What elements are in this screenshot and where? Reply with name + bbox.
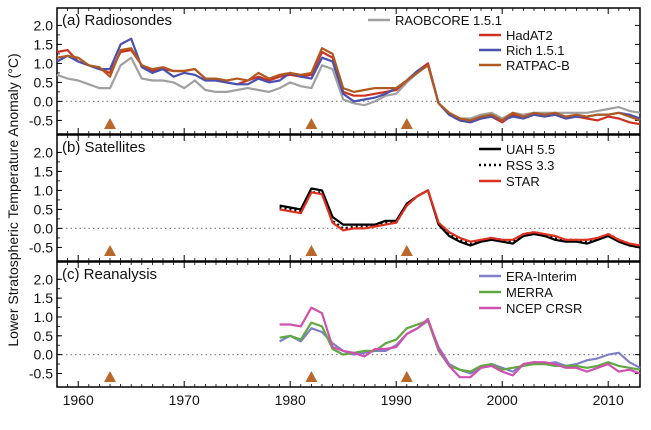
panel-title: (c) Reanalysis <box>62 266 157 283</box>
legend-label: ERA-Interim <box>506 269 577 284</box>
legend-label: RATPAC-B <box>506 58 570 73</box>
y-tick-label: 1.0 <box>34 182 54 198</box>
panel-title: (b) Satellites <box>62 139 145 156</box>
legend-label: RSS 3.3 <box>506 158 554 173</box>
eruption-marker <box>305 371 318 382</box>
x-tick-label: 1960 <box>63 392 94 408</box>
y-tick-label: 0.5 <box>34 201 54 217</box>
panel-b: -0.5 0.0 0.5 1.0 1.5 2.0 (b) Satellites UAH 5.5… <box>29 134 641 262</box>
eruption-marker <box>400 245 413 256</box>
y-tick-label: 0.0 <box>34 93 54 109</box>
panel-a: -0.5 0.0 0.5 1.0 1.5 2.0 (a) Radiosondes RAOBCO… <box>29 7 641 135</box>
eruption-marker <box>305 118 318 129</box>
x-tick-label: 1970 <box>169 392 200 408</box>
x-tick-label: 1980 <box>275 392 306 408</box>
legend-label: STAR <box>506 174 540 189</box>
x-tick-label: 1990 <box>381 392 412 408</box>
panel-frame <box>56 134 641 262</box>
legend-label: NCEP CRSR <box>506 301 582 316</box>
series-line-merra <box>279 319 641 373</box>
y-tick-label: 1.5 <box>34 36 54 52</box>
y-tick-label: -0.5 <box>29 365 53 381</box>
y-tick-label: 2.0 <box>34 271 54 287</box>
eruption-marker <box>104 118 116 129</box>
series-line-star <box>279 189 641 247</box>
x-tick-label: 2000 <box>487 392 518 408</box>
y-tick-label: 2.0 <box>34 17 54 33</box>
y-axis-label: Lower Stratospheric Temperature Anomaly … <box>5 53 21 346</box>
y-tick-label: 0.0 <box>34 220 54 236</box>
eruption-marker <box>305 245 318 256</box>
panel-title: (a) Radiosondes <box>62 12 172 29</box>
legend-label: Rich 1.5.1 <box>506 43 565 58</box>
eruption-marker <box>104 371 116 382</box>
panel-frame <box>56 7 641 135</box>
y-tick-label: 1.0 <box>34 309 54 325</box>
legend-label: HadAT2 <box>506 28 553 43</box>
series-line-raobcore-1-5-1 <box>56 56 641 120</box>
series-line-rich-1-5-1 <box>56 37 641 124</box>
y-tick-label: 0.0 <box>34 347 54 363</box>
eruption-marker <box>400 118 413 129</box>
y-tick-label: 1.0 <box>34 55 54 71</box>
panel-frame <box>56 261 641 388</box>
y-tick-label: -0.5 <box>29 239 53 255</box>
y-tick-label: 2.0 <box>34 144 54 160</box>
eruption-marker <box>400 371 413 382</box>
legend-label: UAH 5.5 <box>506 142 555 157</box>
legend-label: MERRA <box>506 285 553 300</box>
y-tick-label: -0.5 <box>29 112 53 128</box>
y-tick-label: 0.5 <box>34 74 54 90</box>
y-tick-label: 1.5 <box>34 163 54 179</box>
panels: -0.5 0.0 0.5 1.0 1.5 2.0 (a) Radiosondes RAOBCO… <box>29 7 641 408</box>
x-tick-label: 2010 <box>593 392 624 408</box>
y-tick-label: 0.5 <box>34 328 54 344</box>
series-line-ratpac-b <box>56 47 641 122</box>
legend-label: RAOBCORE 1.5.1 <box>395 13 502 28</box>
series-line-ncep-crsr <box>279 306 641 379</box>
eruption-marker <box>104 245 116 256</box>
y-tick-label: 1.5 <box>34 290 54 306</box>
series-line-uah-5-5 <box>279 187 641 249</box>
panel-c: -0.5 0.0 0.5 1.0 1.5 2.0 (c) Reanalysis ERA-Int… <box>29 261 641 408</box>
